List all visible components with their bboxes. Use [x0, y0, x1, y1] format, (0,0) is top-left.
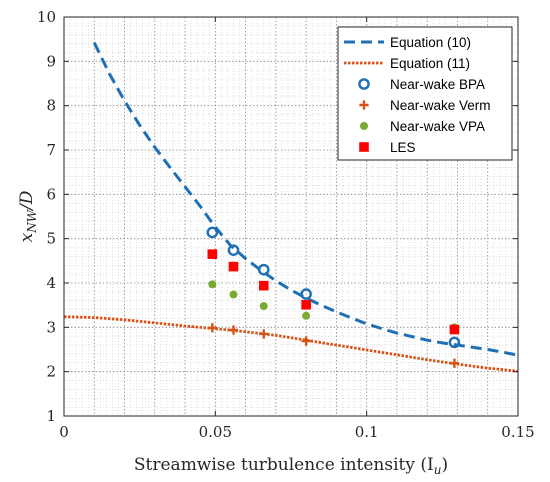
data-point [207, 323, 217, 333]
legend-swatch [359, 100, 369, 110]
y-tick-label: 4 [46, 274, 56, 292]
axes [63, 16, 519, 417]
x-tick-label: 0.1 [355, 423, 379, 441]
y-tick-label: 2 [46, 363, 56, 381]
legend-item: Equation (10) [344, 35, 471, 50]
series-near-wake-bpa [206, 226, 461, 349]
data-point [449, 358, 460, 368]
series-layer [63, 42, 519, 373]
data-point [448, 336, 461, 349]
legend-swatch [358, 78, 370, 90]
series-equation-10 [92, 42, 519, 357]
legend-item: LES [359, 140, 416, 155]
x-tick-label: 0 [59, 423, 69, 441]
data-point [258, 280, 269, 291]
x-axis-title: Streamwise turbulence intensity (Iu​) [134, 455, 448, 477]
y-tick-label: 9 [46, 52, 56, 70]
data-point [229, 290, 238, 299]
data-point [302, 311, 311, 320]
legend-label: Equation (11) [390, 56, 470, 71]
data-point [301, 336, 311, 346]
legend-swatch [359, 142, 369, 152]
legend-item: Near-wake Verm [359, 98, 491, 113]
axis-titles: Streamwise turbulence intensity (Iu​) xNW… [17, 190, 448, 477]
series-line [63, 315, 519, 373]
series-line [92, 42, 519, 357]
data-point [259, 329, 269, 339]
legend-label: Near-wake VPA [390, 119, 485, 134]
legend-item: Near-wake BPA [358, 77, 485, 92]
data-point [206, 226, 219, 239]
y-tick-label: 5 [46, 230, 56, 248]
legend-label: Near-wake Verm [390, 98, 491, 113]
data-point [449, 324, 460, 335]
y-tick-label: 7 [46, 141, 56, 159]
legend-label: LES [390, 140, 416, 155]
legend-item: Equation (11) [344, 56, 470, 71]
legend-item: Near-wake VPA [360, 119, 485, 134]
legend: Equation (10) Equation (11) Near-wake BPA N… [337, 26, 513, 161]
y-tick-label: 3 [46, 318, 56, 336]
x-tick-label: 0.05 [199, 423, 232, 441]
legend-label: Equation (10) [390, 35, 471, 50]
y-tick-label: 1 [46, 407, 56, 425]
series-near-wake-verm [207, 323, 460, 368]
axes-frame [63, 16, 519, 417]
data-point [227, 244, 240, 256]
y-axis-title: xNW​/D [17, 190, 39, 242]
data-point [207, 249, 218, 259]
y-tick-label: 10 [37, 8, 56, 26]
tick-labels: 0 0.05 0.1 0.15 1 2 3 4 5 6 7 8 9 10 [37, 8, 535, 441]
data-point [208, 280, 217, 289]
data-point [300, 288, 312, 300]
y-tick-label: 6 [46, 185, 56, 203]
x-tick-label: 0.15 [501, 423, 534, 441]
data-point [257, 263, 270, 276]
y-tick-label: 8 [46, 97, 56, 115]
legend-swatch [360, 122, 368, 130]
data-point [301, 299, 311, 310]
data-point [259, 302, 268, 311]
data-point [228, 261, 239, 272]
data-point [228, 325, 239, 335]
legend-label: Near-wake BPA [390, 77, 485, 92]
series-equation-11 [63, 315, 519, 373]
series-les [207, 249, 460, 335]
legend-box [337, 26, 513, 161]
